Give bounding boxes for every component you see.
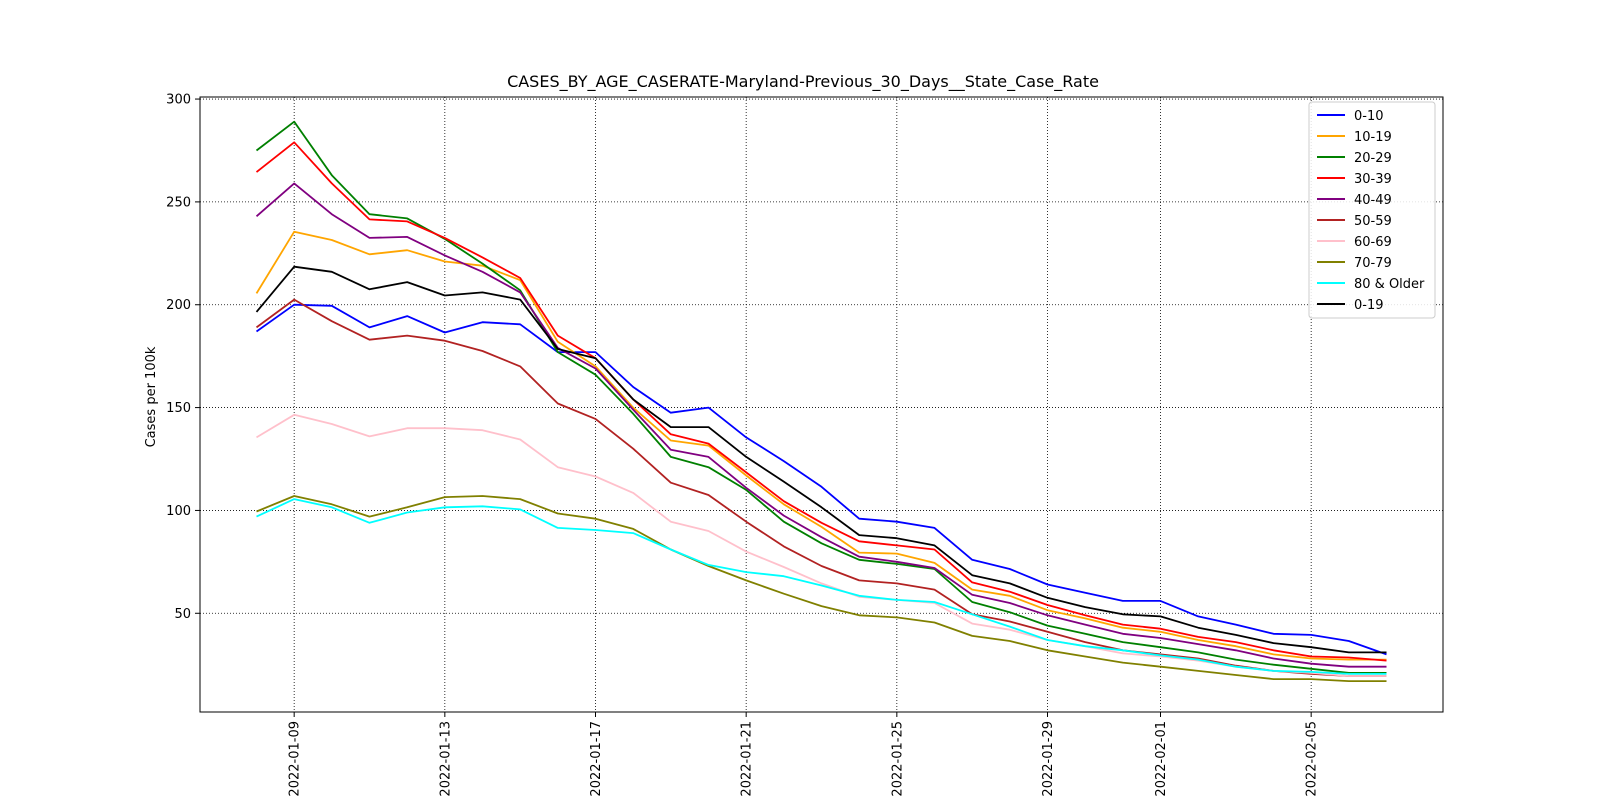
series-line-10-19 — [255, 230, 1387, 661]
legend-label: 0-10 — [1354, 109, 1384, 124]
series-lines — [255, 120, 1387, 682]
series-line-0-10 — [255, 303, 1387, 656]
y-tick-label: 50 — [174, 607, 191, 622]
series-line-0-19 — [255, 265, 1387, 654]
series-line-40-49 — [255, 182, 1387, 668]
legend-label: 50-59 — [1354, 214, 1392, 229]
x-tick-label: 2022-01-25 — [890, 721, 905, 797]
chart-title: CASES_BY_AGE_CASERATE-Maryland-Previous_… — [507, 72, 1099, 92]
y-tick-label: 200 — [166, 298, 191, 313]
x-tick-label: 2022-02-01 — [1154, 721, 1169, 797]
y-axis-label: Cases per 100k — [144, 346, 159, 447]
x-tick-label: 2022-01-09 — [288, 721, 303, 797]
x-tick-label: 2022-01-21 — [740, 721, 755, 797]
legend-label: 20-29 — [1354, 151, 1392, 166]
legend-label: 70-79 — [1354, 256, 1392, 271]
series-line-60-69 — [256, 413, 1387, 677]
legend-label: 40-49 — [1354, 193, 1392, 208]
x-tick-label: 2022-02-05 — [1305, 721, 1320, 797]
axes: 50 100 150 200 250 300 2022-01-09 2022-01-13 202… — [166, 93, 1444, 797]
series-line-80 & Older — [256, 498, 1387, 675]
legend-label: 30-39 — [1354, 172, 1392, 187]
x-tick-label: 2022-01-13 — [438, 721, 453, 797]
y-tick-label: 150 — [166, 401, 191, 416]
y-tick-label: 100 — [166, 504, 191, 519]
legend-label: 80 & Older — [1354, 277, 1425, 292]
plot-frame — [199, 96, 1444, 713]
y-tick-label: 250 — [166, 195, 191, 210]
x-tick-label: 2022-01-29 — [1041, 721, 1056, 797]
legend-label: 60-69 — [1354, 235, 1392, 250]
legend-label: 0-19 — [1354, 298, 1384, 313]
series-line-70-79 — [256, 495, 1387, 682]
series-line-30-39 — [255, 141, 1387, 662]
legend: 0-10 10-19 20-29 30-39 40-49 50-59 60-69 70-79 8… — [1308, 101, 1436, 319]
x-tick-label: 2022-01-17 — [589, 721, 604, 797]
legend-label: 10-19 — [1354, 130, 1392, 145]
series-line-50-59 — [255, 298, 1387, 677]
y-tick-label: 300 — [166, 93, 191, 108]
